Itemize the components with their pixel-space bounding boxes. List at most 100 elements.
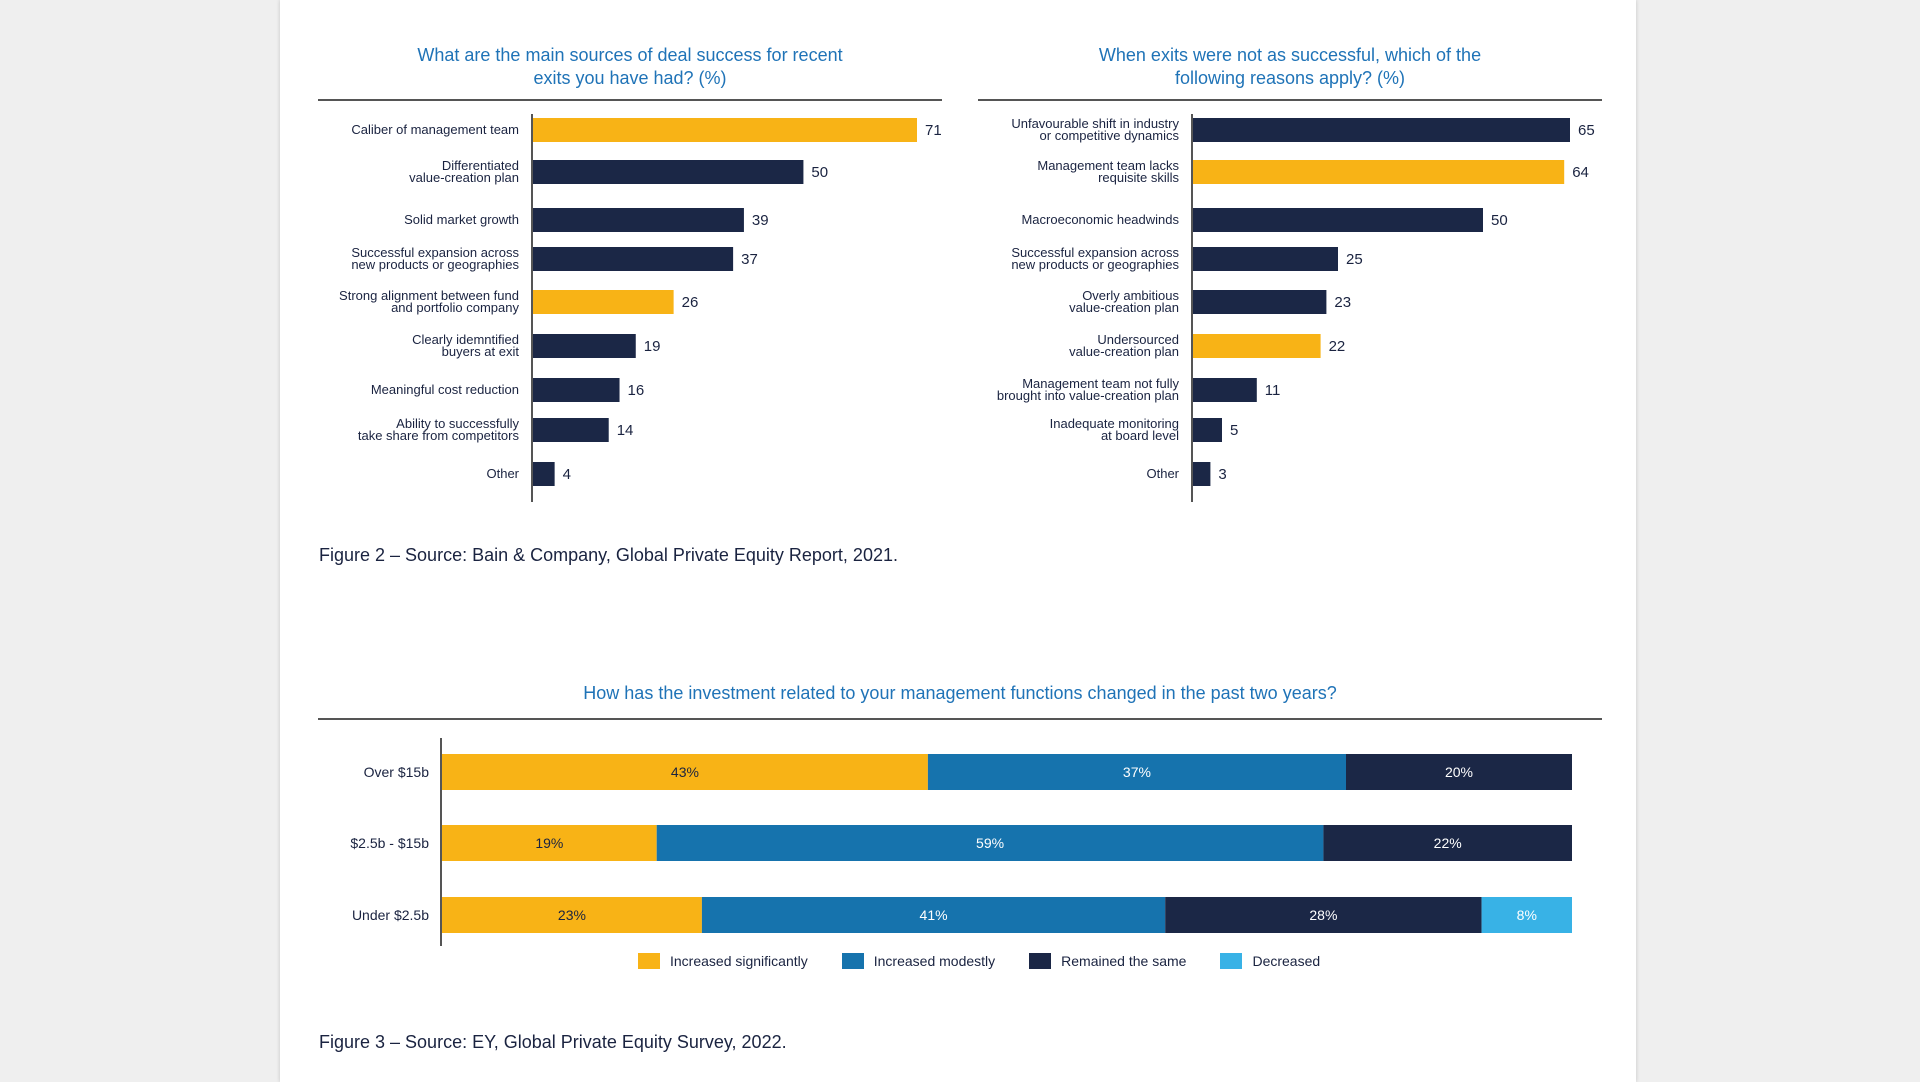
chart3-segment xyxy=(442,897,702,933)
chart2-title-line-1: When exits were not as successful, which… xyxy=(1098,45,1482,65)
chart2-category-label-line: new products or geographies xyxy=(1011,257,1179,272)
legend-label: Remained the same xyxy=(1061,953,1187,969)
chart2-category-label-line: value-creation plan xyxy=(1069,300,1179,315)
chart2-category-label-line: Other xyxy=(1146,466,1179,481)
chart3-title: How has the investment related to your m… xyxy=(583,683,1337,703)
chart1-bar xyxy=(533,290,674,314)
legend-item-increased-significantly: Increased significantly xyxy=(638,953,808,969)
chart2-title-rule xyxy=(978,99,1602,101)
chart2-category-label-line: value-creation plan xyxy=(1069,344,1179,359)
chart3-segment xyxy=(1323,825,1572,861)
chart1-category-label: Successful expansion across new products … xyxy=(351,245,519,272)
legend-label: Decreased xyxy=(1252,953,1321,969)
chart1-bar xyxy=(533,462,555,486)
chart1-category-label-line: value-creation plan xyxy=(409,170,519,185)
chart2-value-label: 25 xyxy=(1346,251,1363,268)
chart1-category-label: Solid market growth xyxy=(404,212,519,227)
chart1-category-label: Meaningful cost reduction xyxy=(371,382,519,397)
figure2-caption: Figure 2 – Source: Bain & Company, Globa… xyxy=(319,545,898,565)
chart2-title: When exits were not as successful, which… xyxy=(978,44,1602,90)
chart2-category-label: Management team lacks requisite skills xyxy=(1037,158,1179,185)
chart1-value-label: 14 xyxy=(617,422,634,439)
chart1-value-label: 19 xyxy=(644,338,661,355)
chart2-category-label: Unfavourable shift in industry or competi… xyxy=(1011,116,1179,143)
chart1-category-label-line: Differentiated xyxy=(442,158,519,173)
chart2-category-label: Macroeconomic headwinds xyxy=(1021,212,1179,227)
figure3-caption: Figure 3 – Source: EY, Global Private Eq… xyxy=(319,1032,787,1052)
legend-swatch xyxy=(1220,953,1243,969)
chart3-segment-label: 43% xyxy=(671,764,699,780)
chart2-bar xyxy=(1193,462,1211,486)
legend-item-decreased: Decreased xyxy=(1220,953,1320,969)
chart1-value-label: 71 xyxy=(925,122,942,139)
chart2-category-label-line: Undersourced xyxy=(1097,332,1179,347)
chart2-category-label-line: requisite skills xyxy=(1098,170,1179,185)
chart3-segment xyxy=(442,754,928,790)
chart3-segment-label: 19% xyxy=(535,835,563,851)
chart2-category-label: Other xyxy=(1146,466,1179,481)
chart1-bar xyxy=(533,334,636,358)
chart2-category-label: Overly ambitious value-creation plan xyxy=(1069,288,1179,315)
chart2-bar xyxy=(1193,378,1257,402)
chart1-bar xyxy=(533,247,734,271)
chart3-segment xyxy=(1481,897,1572,933)
chart2-category-label-line: Inadequate monitoring xyxy=(1050,416,1179,431)
chart1-value-label: 39 xyxy=(752,212,769,229)
chart2-bar xyxy=(1193,290,1327,314)
chart2-category-label-line: brought into value-creation plan xyxy=(997,388,1179,403)
chart1-bar xyxy=(533,208,744,232)
chart2-title-line-2: following reasons apply? (%) xyxy=(1174,68,1406,88)
chart2-value-label: 65 xyxy=(1578,122,1595,139)
chart1-category-label-line: take share from competitors xyxy=(358,428,520,443)
chart2-value-label: 3 xyxy=(1218,466,1226,483)
chart1-category-label: Clearly idemntified buyers at exit xyxy=(412,332,519,359)
chart2-bar xyxy=(1193,247,1338,271)
chart2-category-label-line: Unfavourable shift in industry xyxy=(1011,116,1179,131)
chart1-value-label: 50 xyxy=(811,164,828,181)
chart1-title-line-1: What are the main sources of deal succes… xyxy=(417,45,843,65)
chart3-segment-label: 8% xyxy=(1517,907,1537,923)
chart1-value-label: 16 xyxy=(628,382,645,399)
chart2-category-label: Management team not fully brought into va… xyxy=(997,376,1180,403)
chart2-bar xyxy=(1193,418,1222,442)
chart2-bar xyxy=(1193,118,1570,142)
chart3-segment-label: 22% xyxy=(1434,835,1462,851)
chart1-value-label: 4 xyxy=(563,466,571,483)
chart3-segment-label: 59% xyxy=(976,835,1004,851)
chart2-category-label: Inadequate monitoring at board level xyxy=(1050,416,1179,443)
chart2-bar xyxy=(1193,208,1483,232)
chart3-segment xyxy=(442,825,657,861)
chart3-segment-label: 41% xyxy=(920,907,948,923)
chart3-segment-label: 37% xyxy=(1123,764,1151,780)
legend-swatch xyxy=(841,953,864,969)
chart3-category-label: Over $15b xyxy=(364,764,430,780)
chart2-bar xyxy=(1193,334,1321,358)
chart3-segment-label: 20% xyxy=(1445,764,1473,780)
chart2-bar xyxy=(1193,160,1565,184)
chart3-segment xyxy=(1346,754,1572,790)
chart1-category-label-line: Solid market growth xyxy=(404,212,519,227)
chart1-category-label-line: Ability to successfully xyxy=(396,416,519,431)
chart1-category-label-line: Strong alignment between fund xyxy=(339,288,519,303)
chart1-category-label: Ability to successfully take share from c… xyxy=(358,416,520,443)
chart1-category-label: Differentiated value-creation plan xyxy=(409,158,519,185)
chart1-value-label: 26 xyxy=(682,294,699,311)
legend-swatch xyxy=(1029,953,1052,969)
chart2-category-label-line: Successful expansion across xyxy=(1011,245,1179,260)
chart1-bar xyxy=(533,160,804,184)
chart2-category-label-line: Macroeconomic headwinds xyxy=(1021,212,1179,227)
chart3-segment xyxy=(701,897,1166,933)
chart2-category-label-line: at board level xyxy=(1101,428,1179,443)
chart2-category-label-line: Management team not fully xyxy=(1022,376,1179,391)
chart1-category-label-line: Meaningful cost reduction xyxy=(371,382,519,397)
chart1-category-label-line: buyers at exit xyxy=(442,344,520,359)
legend-item-increased-modestly: Increased modestly xyxy=(841,953,995,969)
chart3-segment xyxy=(927,754,1346,790)
chart3-segment-label: 23% xyxy=(558,907,586,923)
chart3-segment xyxy=(1165,897,1482,933)
chart1-title-line-2: exits you have had? (%) xyxy=(533,68,727,88)
chart3-legend: Increased significantly Increased modest… xyxy=(638,953,1354,969)
chart1-value-label: 37 xyxy=(741,251,758,268)
chart1-category-label: Caliber of management team xyxy=(351,122,519,137)
